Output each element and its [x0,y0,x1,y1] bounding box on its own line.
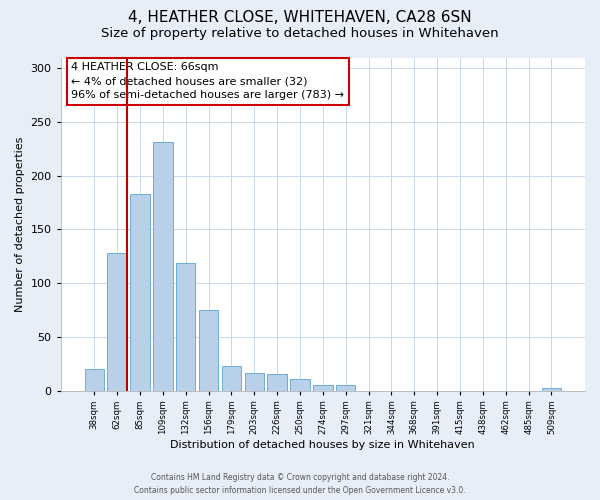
Bar [245,374,264,390]
Bar [336,385,355,390]
Y-axis label: Number of detached properties: Number of detached properties [15,136,25,312]
X-axis label: Distribution of detached houses by size in Whitehaven: Distribution of detached houses by size … [170,440,475,450]
Bar [268,374,287,390]
Text: Contains HM Land Registry data © Crown copyright and database right 2024.
Contai: Contains HM Land Registry data © Crown c… [134,474,466,495]
Bar [176,262,196,390]
Bar [199,310,218,390]
Bar [313,385,332,390]
Text: 4, HEATHER CLOSE, WHITEHAVEN, CA28 6SN: 4, HEATHER CLOSE, WHITEHAVEN, CA28 6SN [128,10,472,25]
Text: 4 HEATHER CLOSE: 66sqm
← 4% of detached houses are smaller (32)
96% of semi-deta: 4 HEATHER CLOSE: 66sqm ← 4% of detached … [71,62,344,100]
Bar [107,253,127,390]
Bar [221,366,241,390]
Bar [542,388,561,390]
Bar [290,378,310,390]
Bar [153,142,173,390]
Bar [85,369,104,390]
Text: Size of property relative to detached houses in Whitehaven: Size of property relative to detached ho… [101,28,499,40]
Bar [130,194,149,390]
